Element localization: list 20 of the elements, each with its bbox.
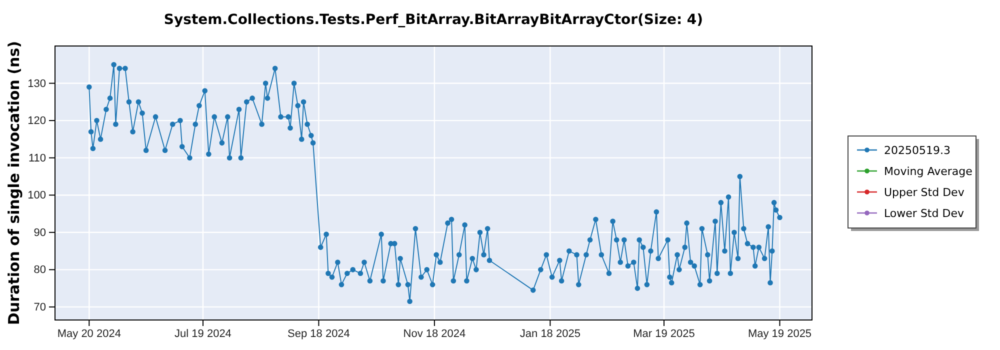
- x-tick-label: Jan 18 2025: [520, 328, 580, 340]
- y-tick-label: 100: [28, 190, 46, 202]
- legend-label: Lower Std Dev: [884, 207, 964, 220]
- legend-label: Upper Std Dev: [884, 186, 965, 199]
- x-tick-label: May 20 2024: [57, 328, 121, 340]
- y-tick-label: 130: [28, 78, 46, 90]
- chart-title: System.Collections.Tests.Perf_BitArray.BitArrayBitArrayCtor(Size: 4): [164, 12, 704, 28]
- legend-label: 20250519.3: [884, 144, 950, 157]
- x-tick-label: May 19 2025: [748, 328, 812, 340]
- x-tick-label: Sep 18 2024: [288, 328, 350, 340]
- y-tick-label: 70: [34, 301, 46, 314]
- x-tick-label: Mar 19 2025: [633, 328, 695, 340]
- y-tick-label: 110: [28, 152, 46, 164]
- y-tick-label: 80: [34, 264, 46, 276]
- x-tick-label: Nov 18 2024: [403, 328, 466, 340]
- y-axis-title: Duration of single invocation (ns): [5, 41, 23, 325]
- y-tick-label: 120: [28, 115, 46, 128]
- x-tick-label: Jul 19 2024: [174, 328, 232, 340]
- legend-label: Moving Average: [884, 165, 973, 178]
- y-tick-label: 90: [34, 226, 46, 239]
